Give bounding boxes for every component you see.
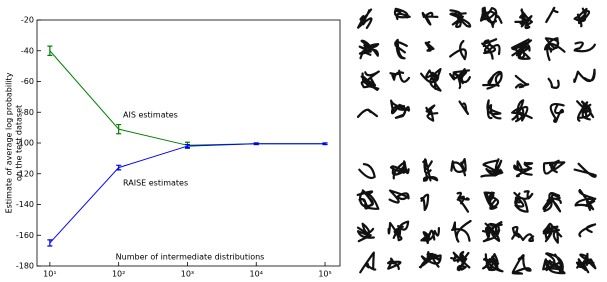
character-sample	[389, 222, 409, 241]
x-tick-label: 10⁵	[318, 270, 331, 279]
character-sample	[421, 195, 428, 210]
character-sample	[481, 8, 502, 27]
character-sample	[483, 72, 501, 89]
character-sample	[544, 161, 564, 174]
character-sample	[420, 252, 441, 267]
character-sample	[358, 224, 374, 241]
y-tick-label: -120	[16, 169, 34, 178]
y-tick-label: -60	[21, 77, 34, 86]
chart: Estimate of average log probability on t…	[5, 16, 341, 279]
character-sample	[426, 42, 434, 51]
character-sample	[512, 40, 531, 59]
character-sample	[514, 191, 532, 211]
character-sample	[358, 190, 379, 208]
y-tick-label: -80	[21, 108, 34, 117]
character-sample	[514, 161, 532, 176]
character-sample	[423, 13, 438, 25]
x-tick-label: 10³	[181, 270, 194, 279]
character-sample	[515, 10, 532, 29]
character-sample	[579, 224, 595, 236]
character-sample	[390, 71, 409, 82]
character-sample	[423, 159, 437, 180]
character-sample	[451, 159, 465, 175]
character-sample	[421, 69, 440, 91]
character-sample	[395, 40, 407, 58]
character-sample	[426, 105, 437, 120]
figure: Estimate of average log probability on t…	[0, 0, 607, 282]
character-sample	[543, 253, 564, 273]
character-sample	[485, 193, 498, 209]
character-sample	[483, 254, 502, 271]
character-sample	[546, 8, 557, 22]
character-sample	[452, 221, 471, 242]
character-sample	[388, 259, 400, 269]
y-tick-label: -20	[21, 16, 34, 25]
character-sample	[451, 10, 471, 27]
character-sample	[482, 39, 499, 58]
y-tick-label: -180	[16, 262, 34, 271]
character-sample	[395, 9, 410, 19]
character-sample	[360, 253, 375, 273]
series-line	[50, 51, 325, 146]
character-sample	[516, 76, 528, 88]
character-sample	[450, 41, 466, 59]
character-sample	[577, 101, 593, 120]
sample-images	[358, 8, 596, 274]
plot-frame	[37, 20, 340, 266]
character-sample	[575, 164, 596, 177]
character-sample	[576, 190, 596, 210]
y-tick-label: -160	[16, 231, 34, 240]
character-sample	[577, 254, 595, 272]
y-tick-label: -40	[21, 46, 34, 55]
character-sample	[358, 10, 371, 29]
x-tick-label: 10⁴	[250, 270, 263, 279]
character-sample	[512, 227, 533, 241]
character-sample	[574, 70, 594, 82]
character-sample	[544, 224, 562, 243]
annotation: RAISE estimates	[123, 179, 188, 188]
character-sample	[544, 193, 561, 211]
character-sample	[460, 102, 468, 114]
x-tick-label: 10¹	[43, 270, 56, 279]
character-sample	[359, 164, 374, 178]
y-tick-label: -100	[16, 139, 34, 148]
character-sample	[481, 159, 502, 176]
x-tick-label: 10²	[112, 270, 125, 279]
character-sample	[362, 72, 379, 90]
error-bar	[47, 46, 52, 55]
character-sample	[451, 252, 469, 270]
character-sample	[575, 9, 589, 27]
character-sample	[512, 100, 532, 121]
character-sample	[458, 193, 469, 212]
character-sample	[391, 101, 409, 118]
annotation: Number of intermediate distributions	[116, 253, 265, 262]
character-sample	[545, 38, 565, 60]
character-sample	[483, 222, 502, 241]
character-sample	[450, 69, 470, 88]
character-sample	[549, 79, 559, 88]
y-axis-label: Estimate of average log probability	[5, 72, 14, 213]
character-sample	[421, 228, 439, 243]
character-sample	[360, 41, 379, 58]
character-sample	[487, 100, 500, 118]
annotation: AIS estimates	[123, 111, 178, 120]
character-sample	[513, 255, 531, 274]
character-sample	[575, 42, 595, 51]
character-sample	[390, 191, 409, 203]
character-sample	[358, 110, 377, 117]
character-sample	[391, 161, 409, 178]
character-sample	[551, 104, 564, 122]
y-tick-label: -140	[16, 200, 34, 209]
series-line	[50, 144, 325, 243]
